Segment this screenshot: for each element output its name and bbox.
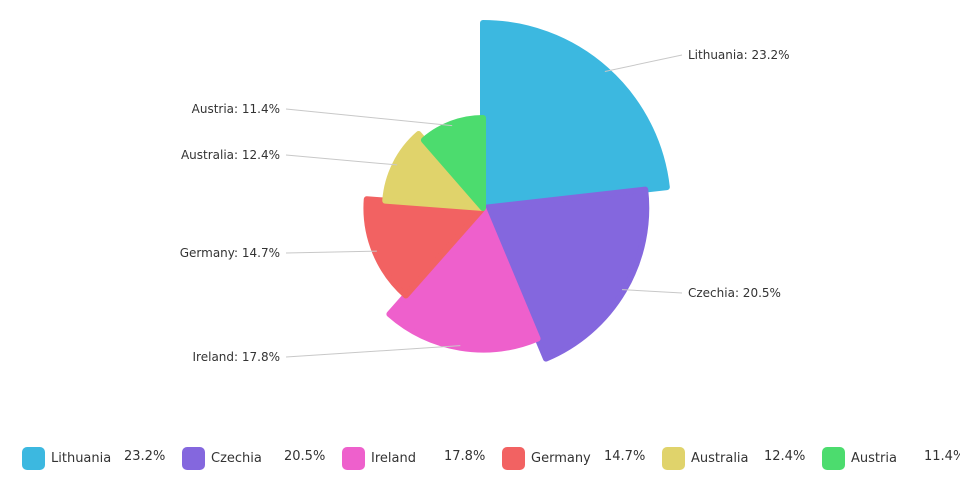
legend-value: 12.4% (764, 449, 806, 464)
legend-item-ireland[interactable]: Ireland 17.8% (342, 446, 485, 470)
legend-value: 17.8% (444, 449, 486, 464)
legend-swatch (342, 446, 365, 470)
leader-line-austria (285, 108, 453, 127)
leader-line-australia (285, 154, 398, 166)
leader-line-ireland (285, 345, 461, 358)
leader-lines (285, 54, 683, 358)
legend-swatch (22, 446, 45, 470)
legend-label: Czechia (211, 450, 262, 466)
legend-item-czechia[interactable]: Czechia 20.5% (182, 446, 325, 470)
legend-item-austria[interactable]: Austria 11.4% (822, 446, 960, 470)
pie-slice-lithuania[interactable] (480, 20, 670, 211)
leader-line-czechia (622, 289, 683, 294)
legend-item-germany[interactable]: Germany 14.7% (502, 446, 645, 470)
legend-item-lithuania[interactable]: Lithuania 23.2% (22, 446, 165, 470)
legend-label: Germany (531, 450, 591, 466)
leader-line-germany (285, 250, 377, 254)
pie-chart: Lithuania: 23.2% Czechia: 20.5% Ireland: 1… (180, 20, 790, 364)
pie-slice-ireland[interactable] (386, 205, 541, 353)
slice-label-ireland: Ireland: 17.8% (193, 350, 280, 364)
slice-label-austria: Austria: 11.4% (192, 102, 280, 116)
legend-swatch (822, 446, 845, 470)
pie-slice-austria[interactable] (420, 115, 486, 211)
legend-label: Lithuania (51, 450, 112, 466)
legend-value: 23.2% (124, 449, 166, 464)
pie-slice-czechia[interactable] (480, 186, 650, 362)
pie-slices (363, 20, 670, 362)
slice-label-germany: Germany: 14.7% (180, 246, 280, 260)
slice-labels: Lithuania: 23.2% Czechia: 20.5% Ireland: 1… (180, 48, 790, 364)
legend: Lithuania 23.2% Czechia 20.5% Ireland 17.8% Ge… (0, 440, 960, 476)
slice-label-australia: Australia: 12.4% (181, 148, 280, 162)
legend-swatch (662, 446, 685, 470)
slice-label-czechia: Czechia: 20.5% (688, 286, 781, 300)
legend-value: 14.7% (604, 449, 646, 464)
legend-label: Ireland (371, 450, 416, 466)
legend-value: 11.4% (924, 449, 960, 464)
legend-value: 20.5% (284, 449, 326, 464)
pie-slice-germany[interactable] (363, 196, 486, 299)
legend-swatch (182, 446, 205, 470)
slice-label-lithuania: Lithuania: 23.2% (688, 48, 790, 62)
legend-label: Australia (691, 450, 749, 466)
legend-swatch (502, 446, 525, 470)
legend-item-australia[interactable]: Australia 12.4% (662, 446, 805, 470)
leader-line-lithuania (604, 54, 683, 72)
pie-slice-australia[interactable] (382, 131, 486, 211)
legend-label: Austria (851, 450, 897, 466)
